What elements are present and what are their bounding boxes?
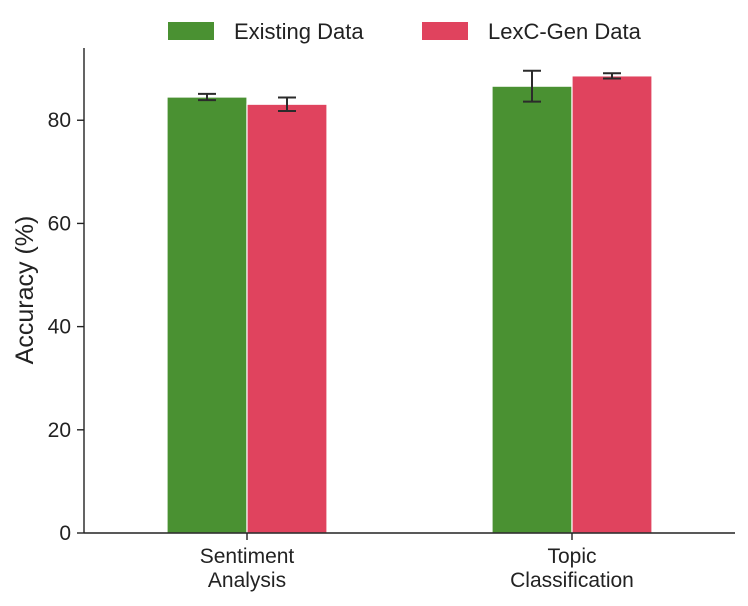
- legend-swatch-existing-data: [168, 22, 214, 40]
- bar-lexc-gen-data-sentiment-analysis: [246, 103, 328, 534]
- bars: [166, 75, 653, 534]
- legend-label-lexc-gen-data: LexC-Gen Data: [488, 19, 642, 44]
- legend-swatch-lexc-gen-data: [422, 22, 468, 40]
- x-tick-label-sentiment-analysis: Sentiment Analysis: [200, 545, 295, 592]
- y-tick-label-40: 40: [48, 316, 71, 339]
- error-bar-lexc-gen-data-sentiment-analysis: [278, 96, 296, 112]
- bar-lexc-gen-data-topic-classification: [571, 75, 653, 534]
- error-bar-lexc-gen-data-topic-classification: [603, 72, 621, 80]
- bar-existing-data-sentiment-analysis: [166, 96, 248, 534]
- y-axis-title: Accuracy (%): [11, 216, 39, 365]
- y-tick-label-60: 60: [48, 212, 71, 235]
- error-bar-existing-data-topic-classification: [523, 69, 541, 103]
- y-axis-ticks: 0 20 40 60 80: [48, 109, 84, 545]
- x-axis-ticks: Sentiment Analysis Topic Classification: [200, 533, 634, 592]
- bar-existing-data-topic-classification: [491, 85, 573, 534]
- y-tick-label-0: 0: [59, 522, 71, 545]
- y-tick-label-20: 20: [48, 419, 71, 442]
- x-tick-label-topic-classification: Topic Classification: [510, 545, 634, 592]
- legend: Existing Data LexC-Gen Data: [168, 19, 642, 44]
- error-bar-existing-data-sentiment-analysis: [198, 92, 216, 102]
- error-bars: [198, 69, 621, 112]
- legend-label-existing-data: Existing Data: [234, 19, 364, 44]
- y-tick-label-80: 80: [48, 109, 71, 132]
